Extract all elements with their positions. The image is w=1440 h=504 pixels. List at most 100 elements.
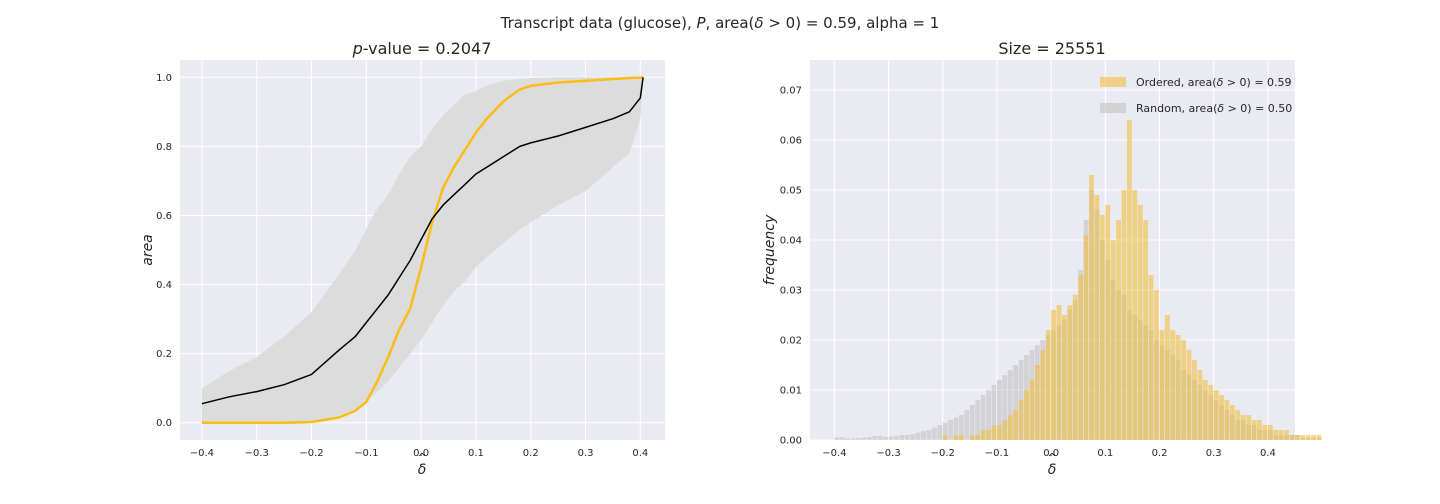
random-quantile-band bbox=[201, 77, 644, 423]
left-y-tick-label: 0.2 bbox=[156, 349, 172, 360]
left-x-tick-label: 0.1 bbox=[468, 448, 484, 459]
ordered-histogram-bar bbox=[1083, 235, 1089, 440]
suptitle-var: P bbox=[697, 14, 707, 32]
left-x-tick-label: −0.3 bbox=[245, 448, 269, 459]
ordered-histogram-bar bbox=[1051, 310, 1056, 440]
quantile-band-area bbox=[201, 77, 644, 423]
right-y-tick-label: 0.03 bbox=[780, 286, 802, 297]
left-y-axis-label: area bbox=[140, 234, 156, 266]
random-histogram-bar bbox=[1013, 365, 1019, 440]
ordered-histogram-bar bbox=[1170, 330, 1176, 440]
histogram-legend: Ordered, area(δ > 0) = 0.59 Random, area… bbox=[1100, 76, 1292, 115]
ordered-histogram-bar bbox=[1240, 415, 1246, 440]
random-histogram-bar bbox=[964, 410, 970, 440]
suptitle-delta: δ bbox=[754, 14, 763, 32]
right-y-tick-label: 0.06 bbox=[780, 136, 802, 147]
right-y-axis-label: frequency bbox=[762, 214, 778, 285]
left-x-tick-label: 0.4 bbox=[632, 448, 648, 459]
legend-ordered-prefix: Ordered, area( bbox=[1136, 76, 1217, 89]
ordered-histogram-bar bbox=[1208, 385, 1214, 440]
histogram-bars bbox=[834, 120, 1322, 440]
random-histogram-bar bbox=[1007, 370, 1013, 440]
random-histogram-bar bbox=[975, 400, 981, 440]
legend-swatch-ordered bbox=[1100, 77, 1126, 87]
random-histogram-bar bbox=[942, 422, 948, 440]
random-histogram-bar bbox=[980, 395, 986, 440]
area-lines bbox=[201, 76, 644, 424]
ordered-histogram-bar bbox=[1034, 365, 1040, 440]
ordered-histogram-bar bbox=[1213, 390, 1219, 440]
random-histogram-bar bbox=[948, 420, 953, 440]
ordered-histogram-bar bbox=[1056, 305, 1062, 440]
random-histogram-bar bbox=[996, 380, 1002, 440]
random-area-line bbox=[201, 77, 644, 405]
ordered-histogram-bar bbox=[1029, 380, 1035, 440]
ordered-histogram-bar bbox=[1002, 420, 1008, 440]
ordered-histogram-bar bbox=[1045, 330, 1051, 440]
ordered-histogram-bar bbox=[1067, 305, 1073, 440]
random-histogram-bar bbox=[877, 436, 883, 440]
ordered-histogram-bar bbox=[1289, 435, 1295, 440]
left-x-tick-label: 0.0 bbox=[413, 448, 429, 459]
random-histogram-bar bbox=[986, 390, 991, 440]
left-x-tick-label: 0.3 bbox=[578, 448, 594, 459]
suptitle-mid: , area( bbox=[706, 14, 755, 32]
ordered-histogram-bar bbox=[1078, 275, 1084, 440]
random-histogram-bar bbox=[1002, 375, 1008, 440]
ordered-histogram-bar bbox=[1121, 190, 1127, 440]
right-x-tick-label: −0.4 bbox=[822, 448, 846, 459]
ordered-histogram-bar bbox=[980, 430, 986, 440]
left-title-rest: -value = 0.2047 bbox=[363, 39, 492, 58]
legend-label-random: Random, area(δ > 0) = 0.50 bbox=[1136, 102, 1292, 115]
legend-ordered-delta: δ bbox=[1217, 76, 1224, 89]
ordered-histogram-bar bbox=[1094, 195, 1100, 440]
ordered-histogram-bar bbox=[1154, 290, 1159, 440]
ordered-histogram-bar bbox=[1159, 330, 1165, 440]
ordered-histogram-bar bbox=[1089, 175, 1094, 440]
ordered-histogram-bar bbox=[1311, 435, 1317, 440]
ordered-histogram-bar bbox=[1224, 400, 1230, 440]
ordered-histogram-bar bbox=[1007, 415, 1013, 440]
random-histogram-bar bbox=[904, 435, 910, 440]
ordered-histogram-bar bbox=[1262, 425, 1268, 440]
right-y-ticks: 0.00 0.01 0.02 0.03 0.04 0.05 0.06 0.07 bbox=[780, 86, 802, 447]
ordered-histogram-bar bbox=[996, 425, 1002, 440]
random-histogram-bar bbox=[861, 437, 867, 440]
ordered-histogram-bar bbox=[1219, 395, 1224, 440]
ordered-histogram-bar bbox=[1164, 315, 1170, 440]
ordered-histogram-bar bbox=[1061, 315, 1067, 440]
right-y-tick-label: 0.07 bbox=[780, 86, 802, 97]
right-x-label-hat: ^ bbox=[1047, 451, 1056, 464]
ordered-histogram-bar bbox=[1132, 190, 1138, 440]
ordered-histogram-bar bbox=[1295, 435, 1300, 440]
ordered-histogram-bar bbox=[1148, 275, 1154, 440]
ordered-histogram-bar bbox=[1284, 430, 1289, 440]
ordered-histogram-bar bbox=[1267, 425, 1273, 440]
right-x-tick-label: −0.1 bbox=[985, 448, 1009, 459]
right-panel-title: Size = 25551 bbox=[998, 39, 1105, 58]
right-x-tick-label: 0.0 bbox=[1043, 448, 1059, 459]
left-x-tick-label: 0.2 bbox=[523, 448, 539, 459]
ordered-histogram-bar bbox=[1018, 400, 1024, 440]
ordered-histogram-bar bbox=[1316, 435, 1322, 440]
random-histogram-bar bbox=[899, 435, 905, 440]
left-title-var: p bbox=[352, 39, 363, 58]
random-histogram-bar bbox=[931, 427, 937, 440]
area-curve-panel: −0.4 −0.3 −0.2 −0.1 0.0 0.1 0.2 0.3 0.4 0.00.20.… bbox=[140, 39, 665, 478]
random-histogram-bar bbox=[883, 437, 888, 440]
random-histogram-bar bbox=[910, 434, 916, 440]
left-panel-title: p-value = 0.2047 bbox=[352, 39, 492, 58]
right-y-tick-label: 0.02 bbox=[780, 336, 802, 347]
right-x-tick-label: −0.2 bbox=[931, 448, 955, 459]
ordered-histogram-bar bbox=[986, 430, 991, 440]
random-histogram-bar bbox=[839, 437, 845, 440]
ordered-histogram-bar bbox=[1072, 295, 1078, 440]
figure-suptitle: Transcript data (glucose), P, area(δ > 0… bbox=[500, 14, 940, 32]
left-y-ticks: 0.0 0.2 0.4 0.6 0.8 1.0 bbox=[156, 73, 172, 429]
ordered-histogram-bar bbox=[1229, 405, 1235, 440]
legend-random-suffix: > 0) = 0.50 bbox=[1224, 102, 1292, 115]
ordered-histogram-bar bbox=[1040, 350, 1046, 440]
ordered-histogram-bar bbox=[1116, 220, 1121, 440]
ordered-histogram-bar bbox=[1197, 370, 1203, 440]
random-histogram-bar bbox=[953, 417, 959, 440]
